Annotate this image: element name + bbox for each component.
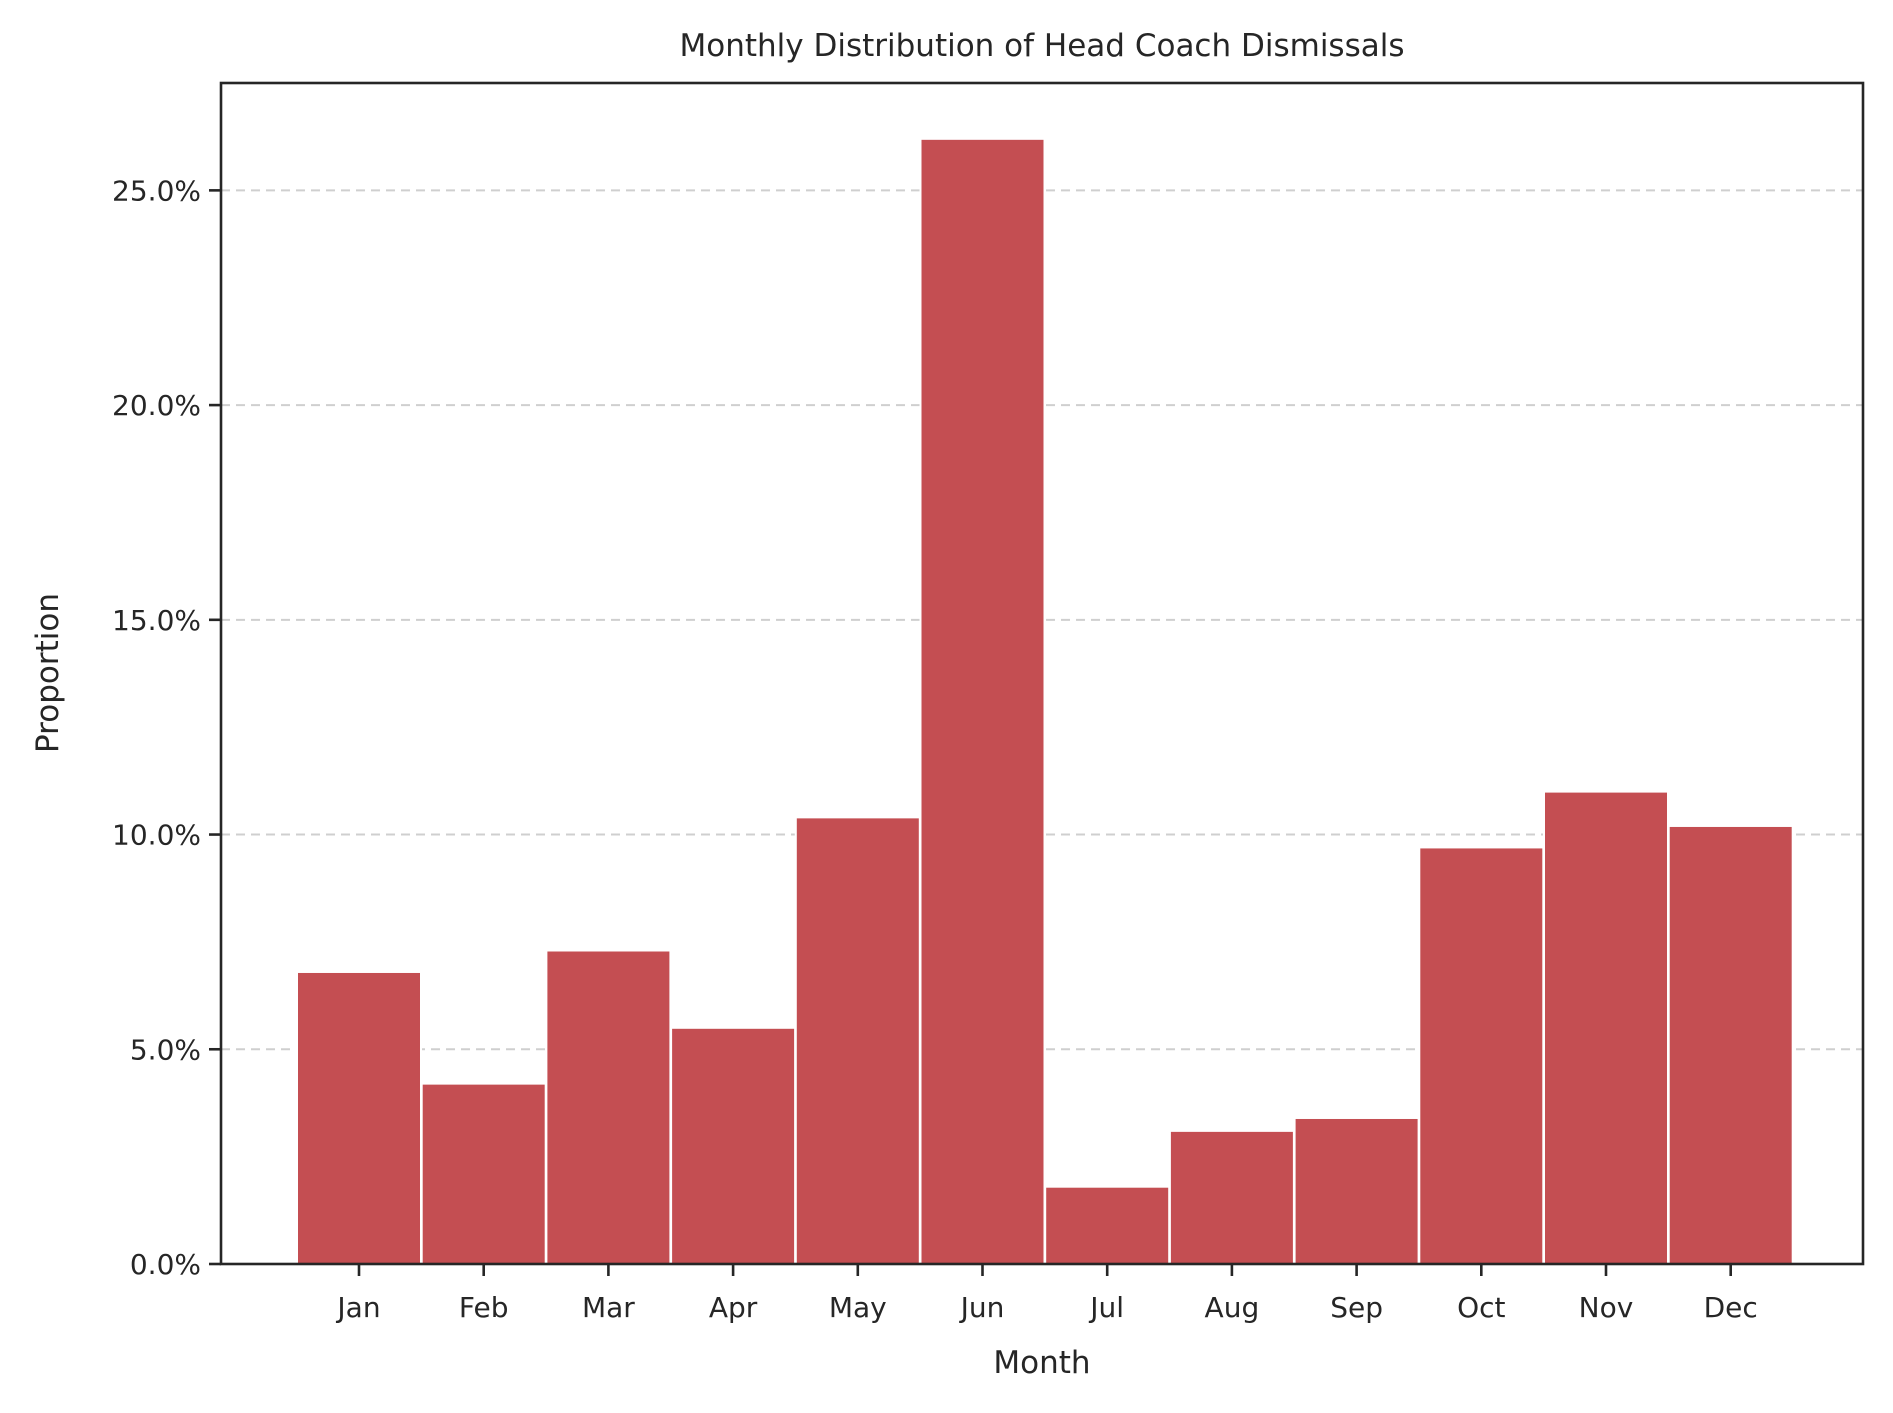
x-tick-label-jan: Jan <box>335 1291 380 1324</box>
bar-oct <box>1418 846 1545 1265</box>
bars <box>296 137 1794 1266</box>
x-tick-label-may: May <box>829 1291 887 1324</box>
bar-feb <box>420 1082 547 1266</box>
bar-may <box>794 816 921 1265</box>
x-tick-label-jun: Jun <box>959 1291 1005 1324</box>
y-tick-label: 10.0% <box>112 819 201 852</box>
bar-aug <box>1168 1129 1295 1266</box>
x-axis-label: Month <box>993 1345 1090 1381</box>
y-tick-label: 5.0% <box>130 1033 201 1066</box>
y-axis-label: Proportion <box>30 593 66 753</box>
x-axis-ticks: Jan Feb Mar Apr May Jun Jul Aug Sep Oct Nov Dec <box>335 1264 1758 1324</box>
x-tick-label-nov: Nov <box>1579 1291 1634 1324</box>
bar-apr <box>670 1026 797 1266</box>
x-tick-label-oct: Oct <box>1457 1291 1505 1324</box>
bar-jun <box>919 137 1046 1265</box>
x-tick-label-mar: Mar <box>582 1291 635 1324</box>
x-tick-label-apr: Apr <box>709 1291 758 1324</box>
y-tick-label: 0.0% <box>130 1248 201 1281</box>
y-tick-label: 25.0% <box>112 174 201 207</box>
x-tick-label-feb: Feb <box>459 1291 509 1324</box>
bar-jan <box>296 970 422 1265</box>
bar-jul <box>1044 1185 1171 1266</box>
chart-title: Monthly Distribution of Head Coach Dismi… <box>680 28 1405 64</box>
y-axis-ticks: 0.0% 5.0% 10.0% 15.0% 20.0% 25.0% <box>112 174 221 1281</box>
bar-dec <box>1667 824 1794 1265</box>
bar-nov <box>1543 790 1669 1265</box>
y-tick-label: 20.0% <box>112 389 201 422</box>
plot-frame <box>219 81 1865 1266</box>
x-tick-label-dec: Dec <box>1704 1291 1758 1324</box>
x-tick-label-jul: Jul <box>1088 1291 1124 1324</box>
bar-mar <box>545 949 672 1265</box>
y-tick-label: 15.0% <box>112 604 201 637</box>
x-tick-label-aug: Aug <box>1205 1291 1260 1324</box>
bar-sep <box>1293 1116 1420 1266</box>
x-tick-label-sep: Sep <box>1330 1291 1383 1324</box>
